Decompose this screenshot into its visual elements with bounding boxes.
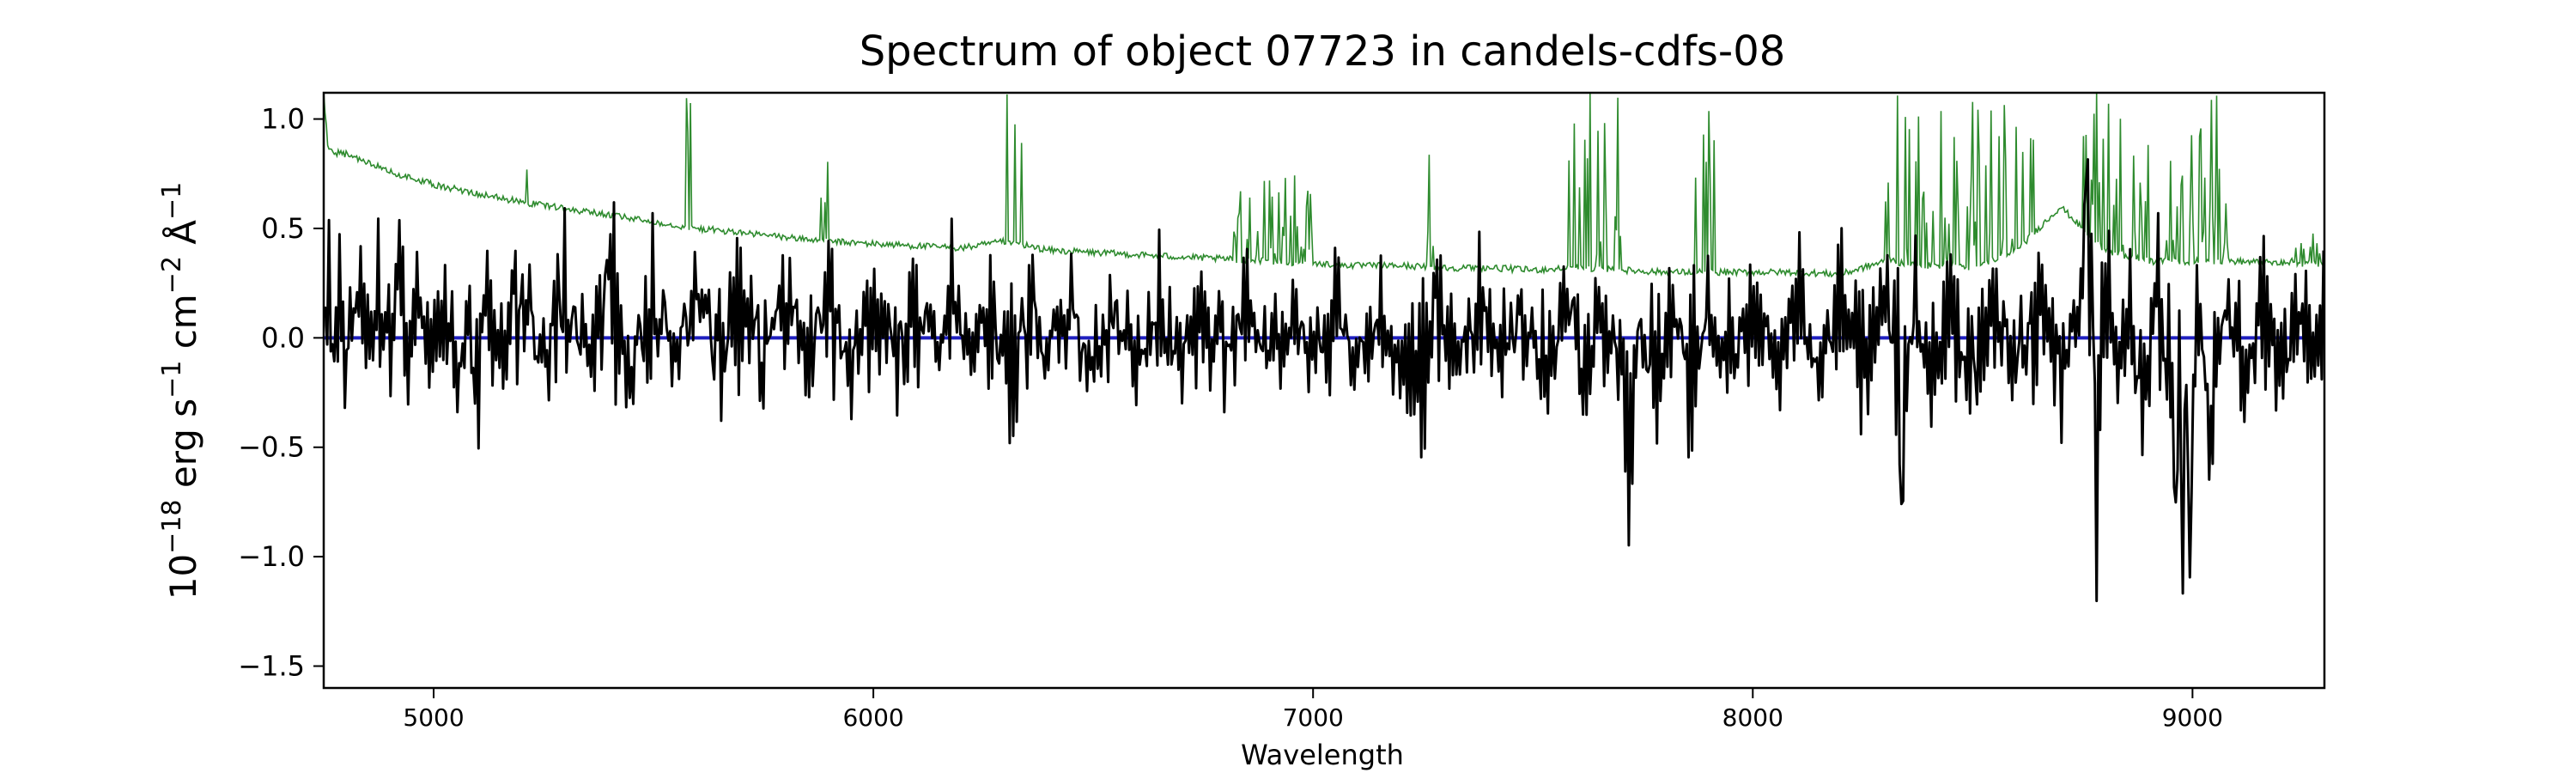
y-tick-label: 0.0	[261, 321, 305, 354]
y-tick-label: 0.5	[261, 212, 305, 245]
x-axis-label: Wavelength	[1241, 739, 1404, 771]
y-axis-label-base: 10	[162, 554, 204, 600]
y-tick-label: 1.0	[261, 103, 305, 136]
plot-frame	[322, 91, 2326, 690]
y-tick-label: −1.5	[238, 650, 305, 683]
y-axis: −1.5 −1.0 −0.5 0.0 0.5 1.0	[238, 103, 324, 683]
chart-title: Spectrum of object 07723 in candels-cdfs…	[860, 27, 1786, 76]
y-axis-label-sup3: −1	[157, 182, 187, 220]
y-axis-label: 10−18 erg s−1 cm−2 Å−1	[157, 182, 204, 600]
y-axis-label-exp: −18	[157, 500, 187, 554]
noise-spectrum-line	[324, 93, 2324, 278]
x-axis: 5000 6000 7000 8000 9000	[403, 688, 2223, 732]
y-axis-label-text3: Å	[161, 220, 204, 256]
y-axis-label-text2: cm	[162, 294, 204, 360]
flux-spectrum-line	[324, 158, 2324, 603]
y-tick-label: −0.5	[238, 431, 305, 464]
y-tick-label: −1.0	[238, 540, 305, 573]
plot-area	[322, 91, 2326, 690]
y-axis-label-text: erg s	[162, 399, 204, 500]
x-tick-label: 7000	[1283, 703, 1344, 732]
x-tick-label: 6000	[842, 703, 903, 732]
x-tick-label: 5000	[403, 703, 464, 732]
x-tick-label: 8000	[1722, 703, 1783, 732]
y-axis-label-sup1: −1	[157, 361, 187, 399]
y-axis-label-sup2: −2	[157, 256, 187, 294]
x-tick-label: 9000	[2162, 703, 2223, 732]
